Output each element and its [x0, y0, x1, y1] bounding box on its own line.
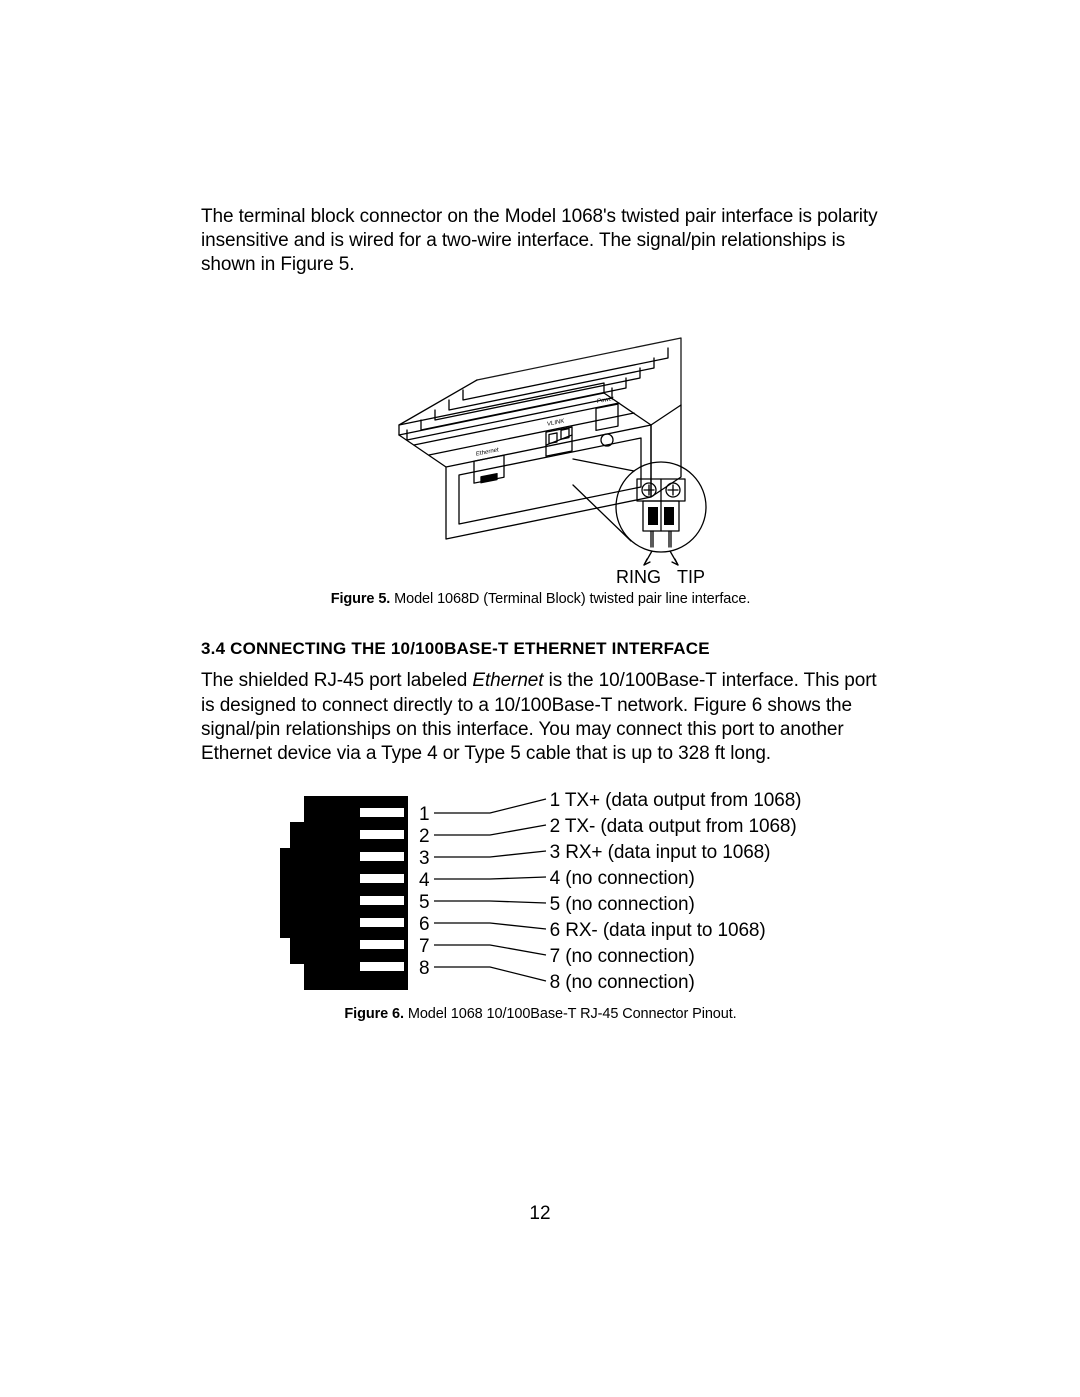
- figure-5-diagram: Ethernet VLINK Power: [351, 307, 731, 587]
- pin-description: 7 (no connection): [550, 944, 802, 970]
- pin-number: 5: [416, 892, 430, 914]
- pin-number: 1: [416, 804, 430, 826]
- pin-number: 2: [416, 826, 430, 848]
- figure-6: 1 2 3 4 5 6 7 8: [201, 788, 880, 1022]
- pin-number: 6: [416, 914, 430, 936]
- pin-number: 8: [416, 958, 430, 980]
- pin-number: 7: [416, 936, 430, 958]
- pin-description: 1 TX+ (data output from 1068): [550, 788, 802, 814]
- pin-description: 4 (no connection): [550, 866, 802, 892]
- pinout-leader-lines: [430, 788, 550, 998]
- fig5-ring-label: RING: [616, 567, 661, 587]
- pin-number: 3: [416, 848, 430, 870]
- pin-description: 6 RX- (data input to 1068): [550, 918, 802, 944]
- intro-paragraph: The terminal block connector on the Mode…: [201, 205, 880, 277]
- pin-descriptions-column: 1 TX+ (data output from 1068) 2 TX- (dat…: [550, 788, 802, 996]
- pin-description: 2 TX- (data output from 1068): [550, 814, 802, 840]
- figure-6-caption: Figure 6. Model 1068 10/100Base-T RJ-45 …: [344, 1006, 736, 1022]
- figure-5: Ethernet VLINK Power: [201, 307, 880, 607]
- pin-numbers-column: 1 2 3 4 5 6 7 8: [416, 788, 430, 980]
- svg-text:VLINK: VLINK: [547, 419, 564, 428]
- pin-description: 3 RX+ (data input to 1068): [550, 840, 802, 866]
- svg-text:Power: Power: [597, 396, 614, 405]
- pin-description: 8 (no connection): [550, 970, 802, 996]
- fig5-tip-label: TIP: [677, 567, 705, 587]
- rj45-connector-icon: [280, 788, 410, 998]
- page: The terminal block connector on the Mode…: [0, 0, 1080, 1397]
- svg-text:Ethernet: Ethernet: [476, 448, 499, 458]
- figure-5-caption: Figure 5. Model 1068D (Terminal Block) t…: [331, 591, 751, 607]
- pin-description: 5 (no connection): [550, 892, 802, 918]
- page-number: 12: [0, 1203, 1080, 1225]
- section-3-4-heading: 3.4 CONNECTING THE 10/100BASE-T ETHERNET…: [201, 639, 880, 659]
- section-3-4-paragraph: The shielded RJ-45 port labeled Ethernet…: [201, 669, 880, 766]
- pin-number: 4: [416, 870, 430, 892]
